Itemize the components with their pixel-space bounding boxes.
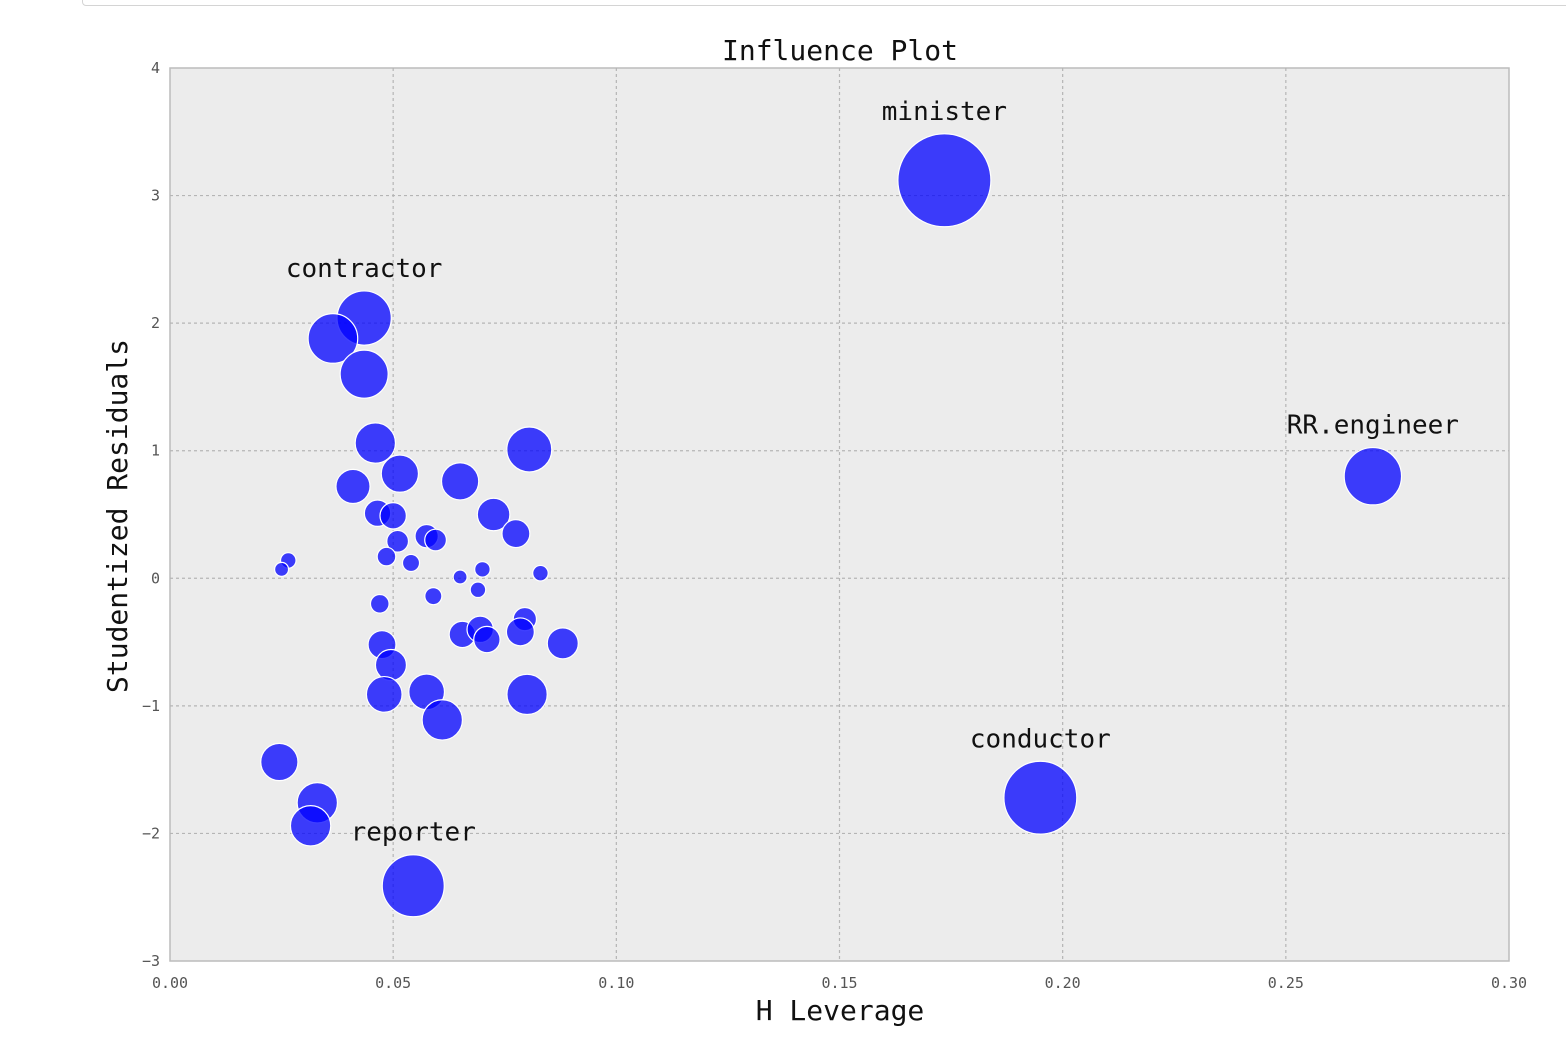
point-annotations: minister conductor RR.engineer contractor re… xyxy=(286,97,1459,848)
data-point xyxy=(374,648,408,682)
data-point xyxy=(354,422,397,464)
y-axis-label: Studentized Residuals xyxy=(101,339,134,693)
y-tick-label: 2 xyxy=(151,314,160,332)
x-tick-label: 0.05 xyxy=(375,974,411,992)
notebook-cell-frame xyxy=(82,0,1566,6)
data-point xyxy=(474,561,491,578)
data-point xyxy=(897,133,992,228)
data-point xyxy=(369,593,390,614)
y-tick-label: 0 xyxy=(151,569,160,587)
data-point xyxy=(476,497,511,532)
data-point xyxy=(546,627,579,660)
data-point xyxy=(365,675,403,713)
data-point xyxy=(501,519,531,549)
data-point xyxy=(401,553,421,573)
data-point xyxy=(424,587,443,606)
data-point xyxy=(307,313,359,364)
y-tick-label: −3 xyxy=(142,952,160,970)
data-point xyxy=(335,468,371,505)
data-point xyxy=(1343,446,1403,506)
x-axis-ticks: 0.00 0.05 0.10 0.15 0.20 0.25 0.30 xyxy=(152,974,1527,992)
data-point xyxy=(260,742,299,782)
x-tick-label: 0.20 xyxy=(1045,974,1081,992)
data-point xyxy=(440,462,480,501)
data-point xyxy=(386,529,410,553)
x-axis-label: H Leverage xyxy=(756,994,925,1027)
data-point xyxy=(452,569,468,585)
data-point xyxy=(532,564,549,582)
data-point xyxy=(1003,760,1078,835)
data-point xyxy=(473,625,501,654)
data-point xyxy=(506,673,548,716)
point-label: contractor xyxy=(286,254,443,284)
y-axis-ticks: 4 3 2 1 0 −1 −2 −3 xyxy=(142,59,160,970)
x-tick-label: 0.00 xyxy=(152,974,188,992)
point-label: conductor xyxy=(970,724,1111,754)
data-point xyxy=(505,617,535,647)
data-points xyxy=(260,133,1403,918)
point-label: reporter xyxy=(351,818,476,848)
y-tick-label: −1 xyxy=(142,697,160,715)
data-point xyxy=(424,528,448,552)
y-tick-label: 4 xyxy=(151,59,160,77)
x-tick-label: 0.25 xyxy=(1268,974,1304,992)
x-tick-label: 0.10 xyxy=(598,974,634,992)
data-point xyxy=(289,805,332,847)
data-point xyxy=(274,561,290,577)
data-point xyxy=(379,502,407,530)
x-tick-label: 0.15 xyxy=(821,974,857,992)
point-label: RR.engineer xyxy=(1287,411,1459,441)
data-point xyxy=(421,699,464,741)
point-label: minister xyxy=(882,97,1007,127)
y-tick-label: −2 xyxy=(142,824,160,842)
data-point xyxy=(339,349,389,399)
y-tick-label: 3 xyxy=(151,187,160,205)
y-tick-label: 1 xyxy=(151,442,160,460)
x-tick-label: 0.30 xyxy=(1491,974,1527,992)
data-point xyxy=(469,581,487,599)
data-point xyxy=(380,454,420,493)
data-point xyxy=(376,546,397,567)
chart-title: Influence Plot xyxy=(722,34,958,67)
data-point xyxy=(381,854,445,918)
data-point xyxy=(506,426,553,473)
